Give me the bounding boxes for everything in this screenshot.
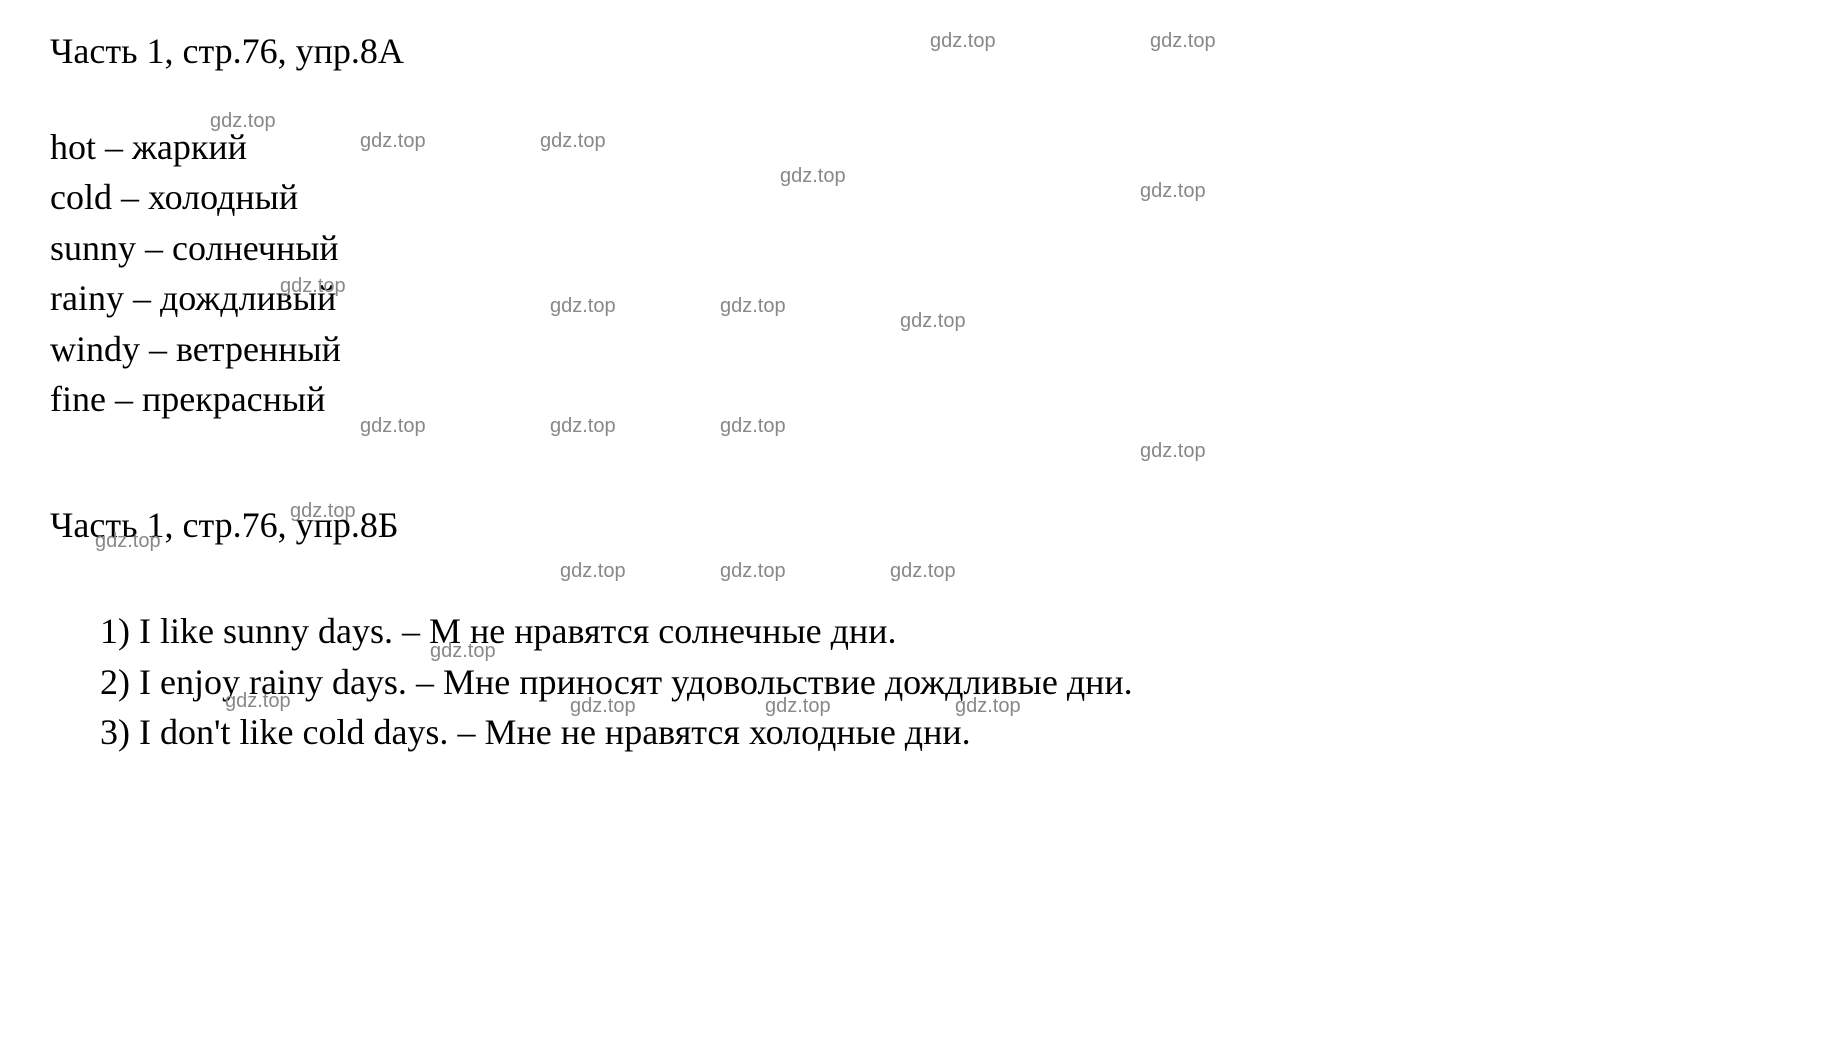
- word-list: hot – жаркий cold – холодный sunny – сол…: [50, 122, 1791, 424]
- dash: –: [121, 177, 148, 217]
- word-ru: холодный: [148, 177, 298, 217]
- word-item: cold – холодный: [50, 172, 1791, 222]
- sentence-item: 1) I like sunny days. – М не нравятся со…: [100, 606, 1791, 656]
- dash: –: [133, 278, 160, 318]
- dash: –: [105, 127, 132, 167]
- dash: –: [149, 329, 176, 369]
- word-en: rainy: [50, 278, 124, 318]
- word-en: cold: [50, 177, 112, 217]
- dash: –: [145, 228, 172, 268]
- dash: –: [115, 379, 142, 419]
- sentence-en: I don't like cold days.: [139, 712, 448, 752]
- word-item: windy – ветренный: [50, 324, 1791, 374]
- word-ru: солнечный: [172, 228, 339, 268]
- sentence-en: I like sunny days.: [139, 611, 393, 651]
- sentence-num: 1): [100, 611, 130, 651]
- sentence-ru: Мне приносят удовольствие дождливые дни.: [443, 662, 1133, 702]
- sentence-num: 3): [100, 712, 130, 752]
- sentence-en: I enjoy rainy days.: [139, 662, 407, 702]
- sentence-list: 1) I like sunny days. – М не нравятся со…: [50, 606, 1791, 757]
- sentence-item: 3) I don't like cold days. – Мне не нрав…: [100, 707, 1791, 757]
- word-item: rainy – дождливый: [50, 273, 1791, 323]
- word-item: fine – прекрасный: [50, 374, 1791, 424]
- word-ru: жаркий: [132, 127, 247, 167]
- sentence-item: 2) I enjoy rainy days. – Мне приносят уд…: [100, 657, 1791, 707]
- word-ru: ветренный: [176, 329, 341, 369]
- word-ru: прекрасный: [142, 379, 325, 419]
- sentence-num: 2): [100, 662, 130, 702]
- word-item: sunny – солнечный: [50, 223, 1791, 273]
- word-ru: дождливый: [160, 278, 336, 318]
- section2-header: Часть 1, стр.76, упр.8Б: [50, 504, 1791, 546]
- sentence-ru: Мне не нравятся холодные дни.: [484, 712, 970, 752]
- dash: –: [457, 712, 484, 752]
- word-item: hot – жаркий: [50, 122, 1791, 172]
- word-en: windy: [50, 329, 140, 369]
- dash: –: [402, 611, 429, 651]
- section1-header: Часть 1, стр.76, упр.8А: [50, 30, 1791, 72]
- word-en: hot: [50, 127, 96, 167]
- dash: –: [416, 662, 443, 702]
- watermark-text: gdz.top: [1140, 440, 1206, 463]
- word-en: fine: [50, 379, 106, 419]
- sentence-ru: М не нравятся солнечные дни.: [429, 611, 897, 651]
- word-en: sunny: [50, 228, 136, 268]
